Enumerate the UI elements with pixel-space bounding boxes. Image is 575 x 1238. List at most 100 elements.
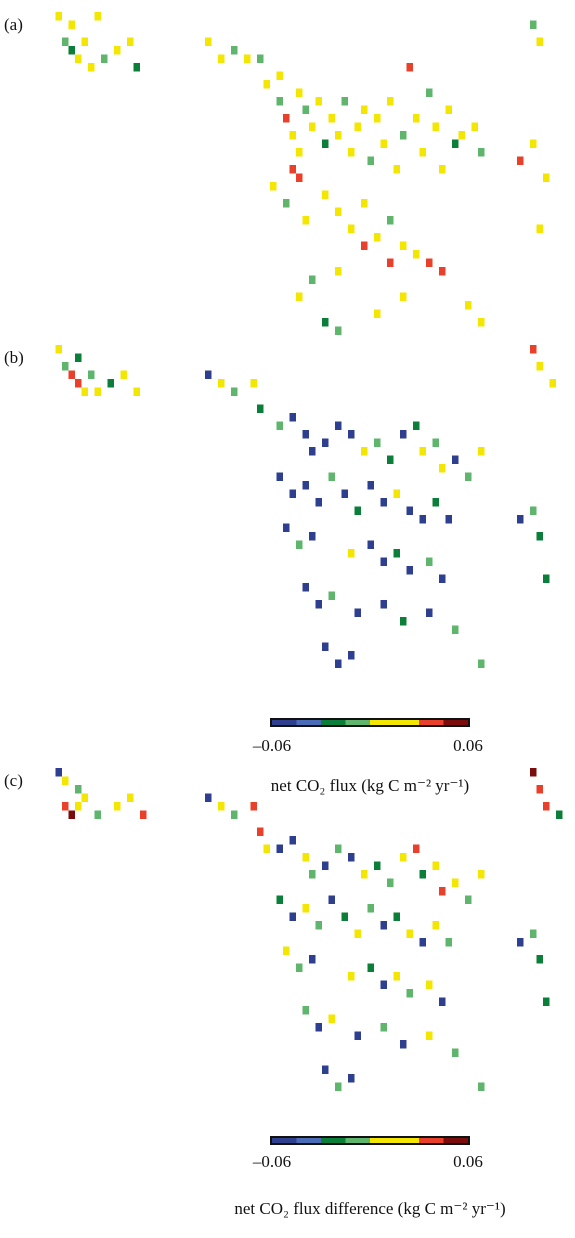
- cell: [530, 506, 537, 515]
- cell: [335, 659, 342, 668]
- cell: [88, 370, 95, 379]
- cell: [315, 921, 322, 930]
- cell: [68, 810, 75, 819]
- cell: [354, 608, 361, 617]
- cell: [322, 139, 329, 148]
- cell: [94, 810, 101, 819]
- cell: [127, 37, 134, 46]
- cell: [432, 122, 439, 131]
- cell: [62, 776, 69, 785]
- cell: [302, 481, 309, 490]
- cell: [380, 139, 387, 148]
- cell: [400, 430, 407, 439]
- cell: [393, 912, 400, 921]
- colorbar-tick-label: 0.06: [453, 1152, 483, 1171]
- cell: [374, 309, 381, 318]
- cell: [374, 114, 381, 123]
- cell: [263, 80, 270, 89]
- cell: [445, 105, 452, 114]
- cell: [413, 421, 420, 430]
- cell: [361, 447, 368, 456]
- cell: [393, 165, 400, 174]
- cell: [387, 258, 394, 267]
- cell: [283, 114, 290, 123]
- cell: [517, 156, 524, 165]
- colorbar-segment: [394, 1138, 419, 1143]
- cell: [458, 131, 465, 140]
- colorbar-tick-label: –0.06: [252, 736, 291, 755]
- cell: [426, 557, 433, 566]
- cell: [536, 532, 543, 541]
- cell: [530, 345, 537, 354]
- colorbar-segment: [419, 1138, 444, 1143]
- cell: [439, 887, 446, 896]
- cell: [328, 114, 335, 123]
- cell: [426, 608, 433, 617]
- cell: [231, 387, 238, 396]
- cell: [543, 802, 550, 811]
- cell: [75, 785, 82, 794]
- cell: [380, 921, 387, 930]
- cell: [419, 148, 426, 157]
- cell: [374, 861, 381, 870]
- cell: [348, 224, 355, 233]
- cell: [302, 1006, 309, 1015]
- cell: [439, 464, 446, 473]
- cell: [387, 455, 394, 464]
- cell: [68, 20, 75, 29]
- cell: [406, 566, 413, 575]
- cell: [419, 870, 426, 879]
- cell: [231, 810, 238, 819]
- cell: [354, 929, 361, 938]
- cell: [231, 46, 238, 55]
- cell: [439, 997, 446, 1006]
- cell: [478, 148, 485, 157]
- cell: [289, 165, 296, 174]
- colorbar-segment: [370, 1138, 395, 1143]
- cell: [348, 549, 355, 558]
- colorbar-segment: [321, 720, 346, 725]
- cell: [341, 97, 348, 106]
- cell: [263, 844, 270, 853]
- cell: [432, 498, 439, 507]
- cell: [380, 1023, 387, 1032]
- colorbar-segment: [443, 720, 468, 725]
- cell: [315, 600, 322, 609]
- cell: [530, 20, 537, 29]
- colorbar-segment: [345, 720, 370, 725]
- cell: [543, 574, 550, 583]
- cell: [354, 1031, 361, 1040]
- cell: [296, 88, 303, 97]
- cell: [400, 853, 407, 862]
- cell: [406, 929, 413, 938]
- cell: [322, 1065, 329, 1074]
- cell: [133, 63, 140, 72]
- cell: [536, 955, 543, 964]
- cell: [315, 97, 322, 106]
- cell: [296, 292, 303, 301]
- cell: [348, 853, 355, 862]
- cell: [127, 793, 134, 802]
- cell: [413, 844, 420, 853]
- cell: [62, 37, 69, 46]
- cell: [302, 904, 309, 913]
- cell: [309, 275, 316, 284]
- cell: [432, 438, 439, 447]
- colorbar-segment: [321, 1138, 346, 1143]
- cell: [439, 574, 446, 583]
- cell: [478, 659, 485, 668]
- cell: [140, 810, 147, 819]
- cell: [478, 870, 485, 879]
- cell: [205, 370, 212, 379]
- cell: [283, 199, 290, 208]
- cell: [419, 447, 426, 456]
- cell: [335, 131, 342, 140]
- cell: [322, 642, 329, 651]
- panel-label: (b): [4, 348, 24, 367]
- colorbar-segment: [272, 1138, 297, 1143]
- cell: [296, 963, 303, 972]
- cell: [452, 625, 459, 634]
- cell: [94, 12, 101, 21]
- cell: [426, 1031, 433, 1040]
